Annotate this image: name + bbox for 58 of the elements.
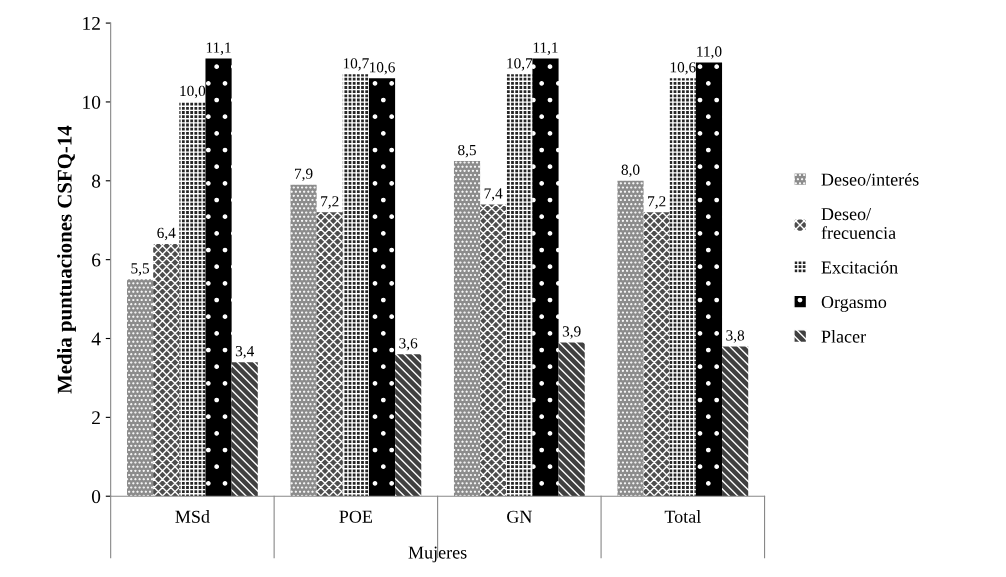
x-axis-title: Mujeres	[408, 546, 467, 563]
bar	[368, 78, 396, 497]
bar	[506, 74, 533, 497]
y-tick-label: 0	[91, 490, 101, 504]
x-tick-label: POE	[339, 510, 373, 523]
legend-label: Excitación	[821, 260, 898, 274]
bar	[558, 342, 585, 497]
data-label: 5,5	[131, 263, 150, 276]
data-label: 10,7	[343, 58, 369, 71]
data-label: 3,9	[562, 326, 581, 339]
bar	[342, 74, 369, 497]
bar	[316, 212, 343, 497]
legend-label: Orgasmo	[821, 295, 887, 312]
legend-label: Deseo/ frecuencia	[821, 208, 896, 240]
data-label: 10,6	[670, 62, 696, 75]
bar	[722, 346, 749, 497]
y-tick-label: 10	[83, 95, 101, 109]
data-label: 3,8	[726, 330, 745, 343]
bar	[617, 180, 644, 497]
data-label: 10,6	[370, 62, 395, 75]
y-tick-label: 2	[92, 411, 100, 425]
x-tick-label: MSd	[175, 510, 210, 523]
data-label: 7,9	[295, 168, 313, 182]
y-tick-label: 6	[92, 253, 101, 267]
data-label: 8,0	[621, 164, 640, 178]
legend-label: Placer	[821, 330, 866, 343]
bar	[127, 279, 154, 497]
bar	[290, 184, 317, 497]
bar	[179, 101, 206, 497]
y-tick-label: 4	[91, 332, 101, 346]
data-label: 11,1	[533, 42, 558, 55]
bar	[532, 58, 559, 497]
bar	[669, 78, 696, 497]
x-tick-label: Total	[664, 510, 701, 523]
data-label: 6,4	[157, 227, 176, 241]
data-label: 7,4	[484, 188, 503, 201]
data-label: 3,6	[399, 338, 418, 351]
data-label: 7,2	[321, 196, 339, 209]
legend-label: Deseo/interés	[821, 173, 919, 186]
bar	[153, 243, 180, 497]
data-label: 10,7	[507, 58, 533, 71]
y-tick-label: 12	[83, 16, 100, 30]
y-tick-label: 8	[91, 174, 101, 188]
data-label: 11,1	[206, 42, 231, 55]
data-label: 7,2	[648, 196, 666, 209]
bar	[453, 161, 481, 497]
bar	[205, 58, 232, 497]
data-label: 10,0	[180, 85, 206, 99]
x-tick-label: GN	[507, 510, 532, 523]
y-axis-title: Media puntuaciones CSFQ-14	[57, 125, 76, 394]
data-label: 11,0	[697, 46, 722, 59]
bar	[643, 212, 670, 497]
bar	[480, 204, 507, 497]
bar	[695, 62, 723, 497]
bar	[395, 354, 422, 497]
data-label: 8,5	[458, 144, 476, 158]
data-label: 3,4	[235, 346, 255, 359]
bar	[231, 362, 258, 497]
